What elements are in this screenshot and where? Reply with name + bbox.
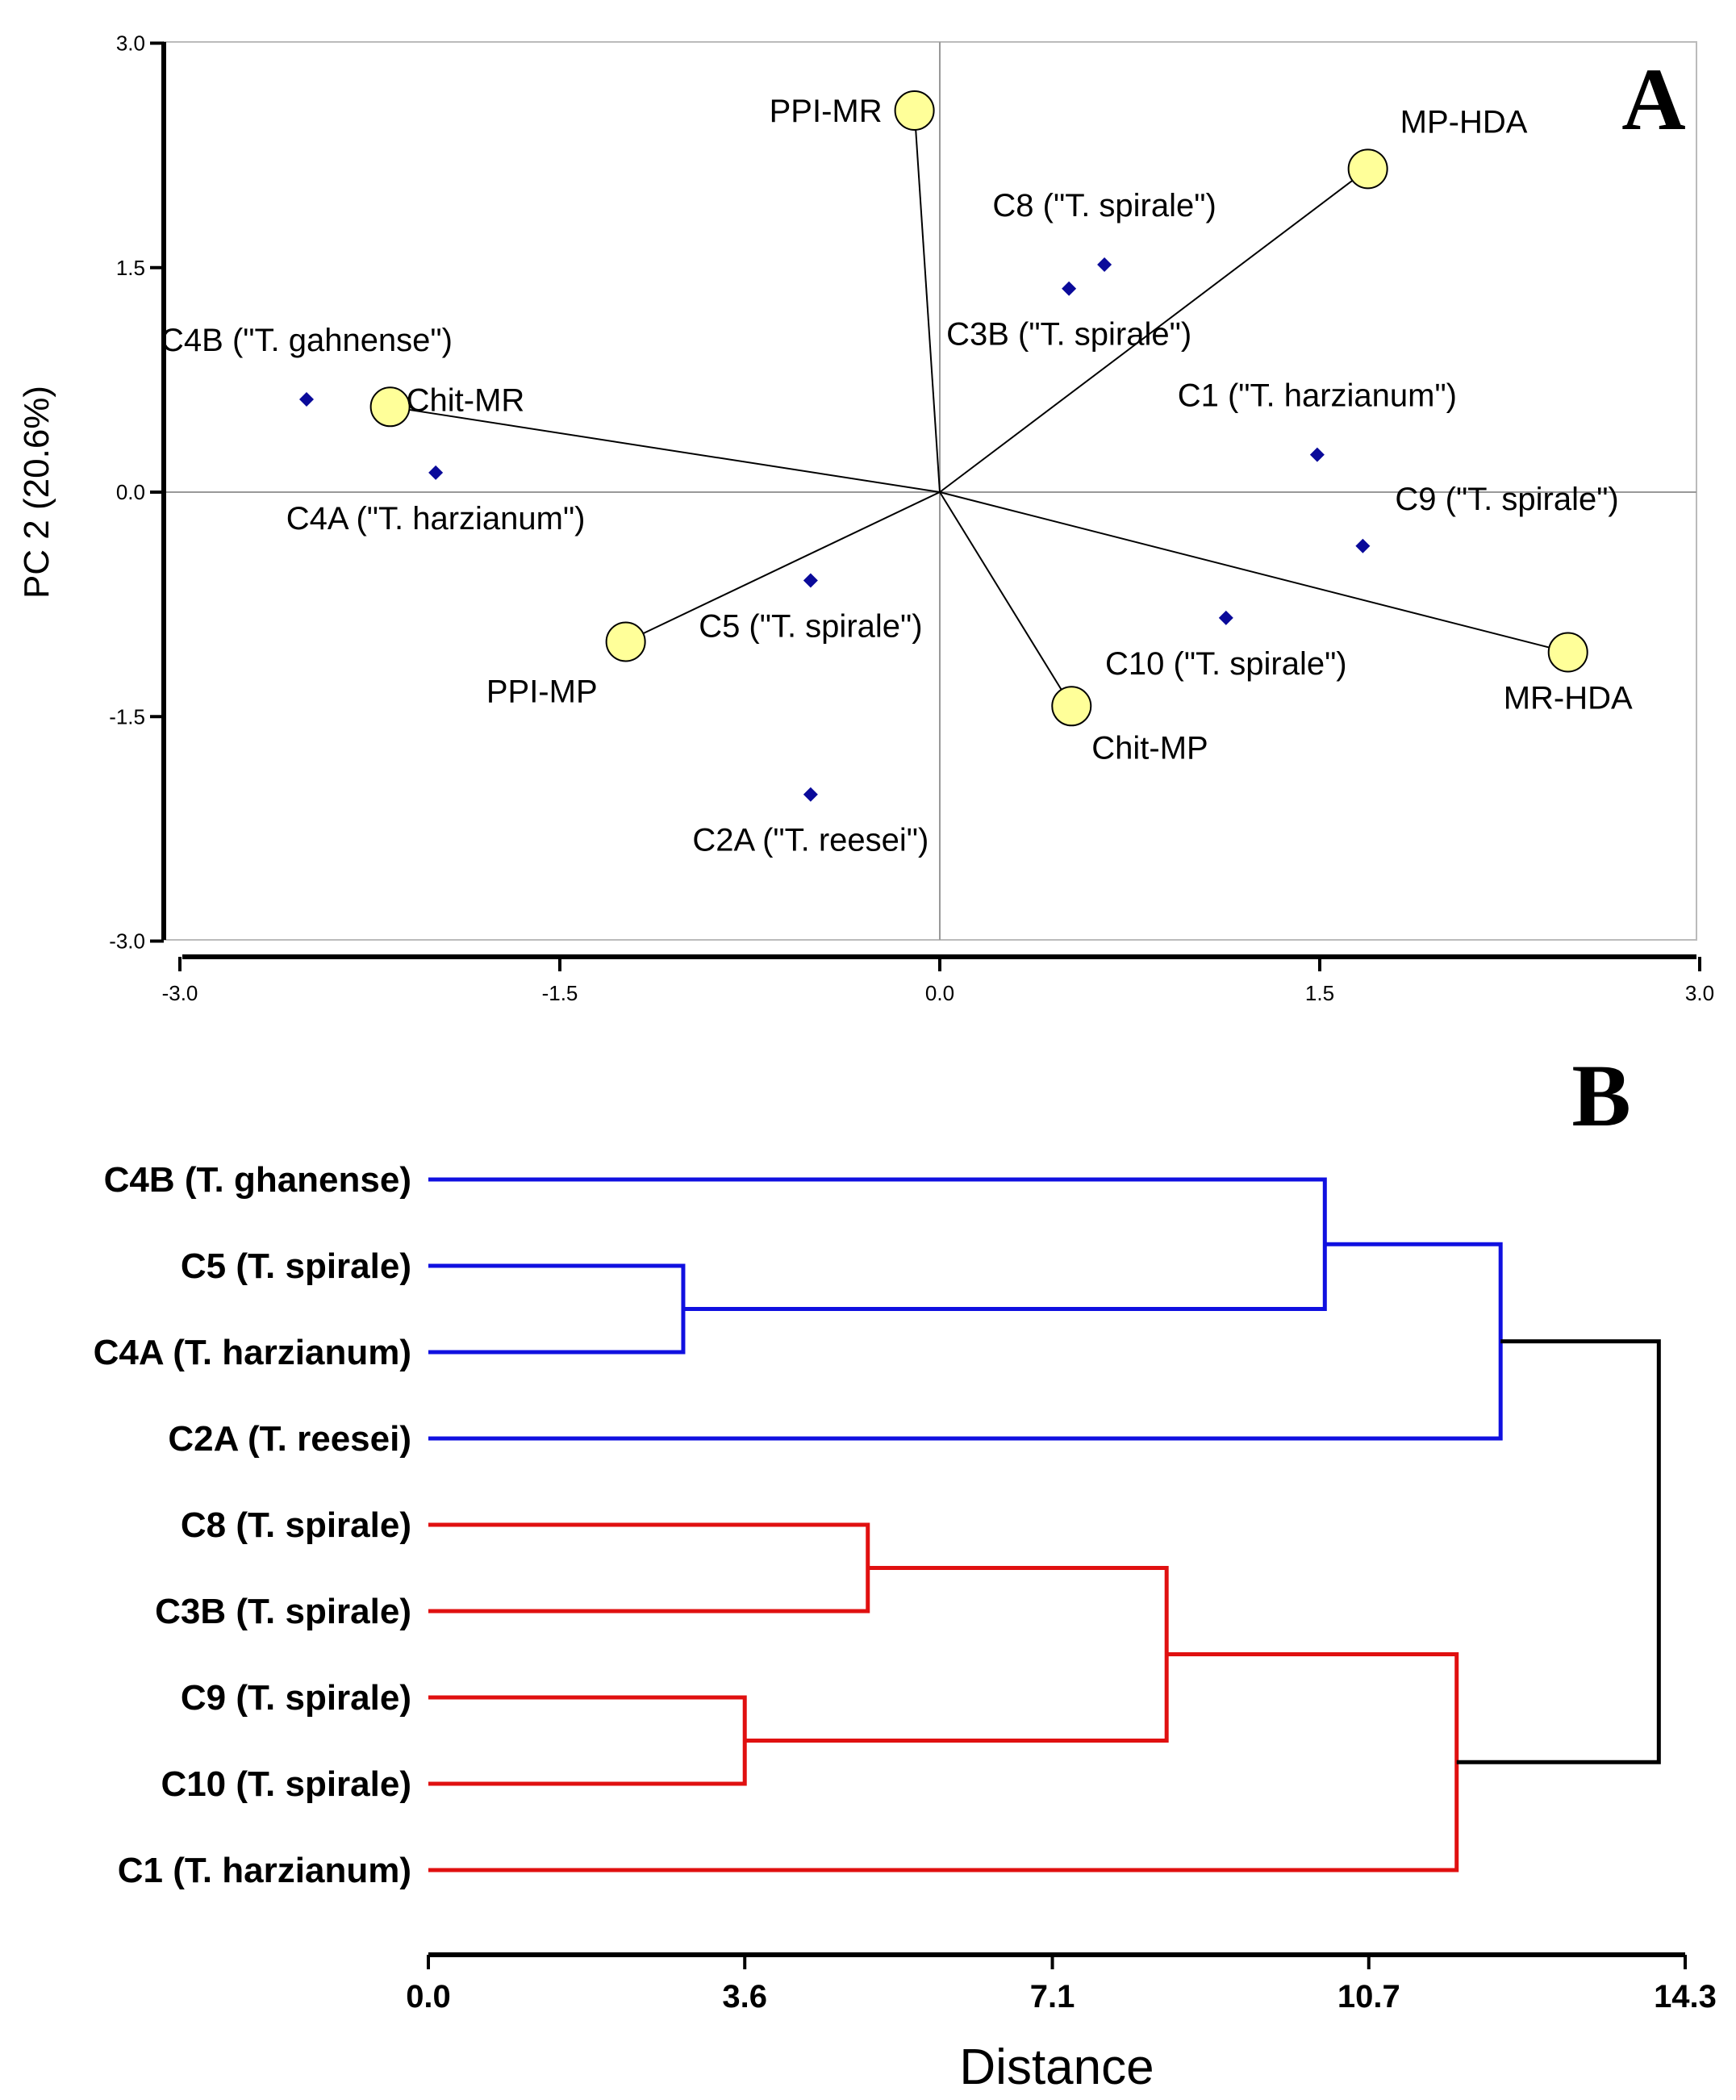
- pca-x-tick-label: 0.0: [925, 981, 954, 1005]
- dendrogram-x-tick-label: 3.6: [722, 1979, 767, 2014]
- dendrogram-x-tick-label: 7.1: [1030, 1979, 1075, 2014]
- isolate-label: C1 ("T. harzianum"): [1178, 378, 1457, 414]
- isolate-label: C2A ("T. reesei"): [692, 823, 929, 858]
- isolate-label: C8 ("T. spirale"): [992, 188, 1216, 223]
- panel-b-label: B: [1571, 1046, 1630, 1145]
- pca-x-tick-label: -1.5: [542, 981, 578, 1005]
- variable-label: MR-HDA: [1504, 680, 1633, 716]
- dendrogram: C4B (T. ghanense) C5 (T. spirale) C4A (T. …: [94, 1046, 1717, 2095]
- variable-point-mr-hda: [1547, 632, 1588, 673]
- isolate-point-c5-t-spirale: [803, 573, 818, 588]
- isolate-point-c3b-t-spirale: [1062, 281, 1077, 296]
- dendrogram-link: [428, 1263, 686, 1355]
- dendrogram-leaf-label: C1 (T. harzianum): [118, 1851, 411, 1890]
- dendrogram-leaf-label: C9 (T. spirale): [181, 1678, 411, 1718]
- dendrogram-leaf-label: C2A (T. reesei): [168, 1419, 411, 1459]
- isolate-point-c1-t-harzianum: [1309, 447, 1325, 462]
- isolate-label: C5 ("T. spirale"): [699, 608, 922, 644]
- loading-vector-chit-mp: [939, 491, 1073, 707]
- dendrogram-x-tick-label: 14.3: [1654, 1979, 1717, 2014]
- pca-biplot: -3.0 -1.5 0.0 1.5 3.0 3.0 1.5 0.0 -1.5 -3.0 C4B (…: [17, 31, 1714, 1006]
- isolate-point-c4a-t-harzianum: [428, 465, 444, 480]
- dendrogram-link: [1456, 1339, 1661, 1764]
- pca-y-tick-label: 1.5: [116, 256, 145, 280]
- variable-label: Chit-MP: [1091, 730, 1208, 766]
- dendrogram-leaf-label: C5 (T. spirale): [181, 1246, 411, 1286]
- dendrogram-x-tick-label: 10.7: [1337, 1979, 1400, 2014]
- pca-x-tick-label: -3.0: [162, 981, 198, 1005]
- dendrogram-x-tick-label: 0.0: [406, 1979, 451, 2014]
- dendrogram-link: [428, 1652, 1459, 1872]
- dendrogram-link: [428, 1177, 1327, 1311]
- dendrogram-link: [428, 1695, 747, 1786]
- isolate-label: C9 ("T. spirale"): [1395, 482, 1618, 517]
- dendrogram-leaf-label: C10 (T. spirale): [161, 1764, 411, 1804]
- isolate-point-c9-t-spirale: [1355, 538, 1371, 553]
- isolate-label: C10 ("T. spirale"): [1105, 646, 1347, 682]
- dendrogram-link: [428, 1522, 870, 1614]
- pca-x-tick-label: 3.0: [1685, 981, 1714, 1005]
- loading-vector-chit-mr: [390, 406, 941, 493]
- variable-label: PPI-MP: [486, 674, 598, 710]
- panel-a-label: A: [1621, 50, 1685, 148]
- dendrogram-x-axis-label: Distance: [959, 2039, 1154, 2095]
- dendrogram-leaf-label: C8 (T. spirale): [181, 1505, 411, 1545]
- pca-y-tick-label: 3.0: [116, 31, 145, 56]
- isolate-point-c10-t-spirale: [1218, 610, 1233, 625]
- dendrogram-leaf-label: C4A (T. harzianum): [94, 1333, 411, 1372]
- variable-point-chit-mr: [369, 386, 411, 428]
- dendrogram-leaf-label: C4B (T. ghanense): [104, 1160, 411, 1200]
- variable-point-ppi-mp: [605, 621, 646, 662]
- isolate-point-c8-t-spirale: [1097, 257, 1112, 273]
- variable-point-chit-mp: [1051, 686, 1092, 727]
- pca-x-tick-label: 1.5: [1305, 981, 1334, 1005]
- isolate-label: C3B ("T. spirale"): [946, 317, 1191, 353]
- pca-y-axis-label: PC 2 (20.6%): [17, 386, 56, 599]
- loading-vector-mr-hda: [939, 491, 1568, 653]
- variable-label: PPI-MR: [770, 94, 883, 129]
- pca-y-tick-label: 0.0: [116, 480, 145, 504]
- loading-vector-ppi-mr: [913, 110, 941, 493]
- isolate-label: C4A ("T. harzianum"): [286, 501, 586, 536]
- dendrogram-link: [428, 1242, 1503, 1441]
- loading-vector-ppi-mp: [625, 491, 941, 643]
- pca-y-tick-label: -1.5: [109, 704, 145, 729]
- isolate-point-c4b-t-gahnense: [299, 391, 314, 407]
- dendrogram-link: [745, 1566, 1169, 1743]
- variable-label: MP-HDA: [1400, 104, 1528, 140]
- isolate-point-c2a-t-reesei: [803, 787, 818, 802]
- variable-point-ppi-mr: [894, 90, 935, 131]
- loading-vector-mp-hda: [939, 168, 1369, 493]
- variable-label: Chit-MR: [407, 382, 525, 418]
- variable-point-mp-hda: [1347, 148, 1388, 190]
- dendrogram-leaf-label: C3B (T. spirale): [155, 1592, 411, 1631]
- isolate-label: C4B ("T. gahnense"): [161, 323, 453, 358]
- pca-y-tick-label: -3.0: [109, 929, 145, 954]
